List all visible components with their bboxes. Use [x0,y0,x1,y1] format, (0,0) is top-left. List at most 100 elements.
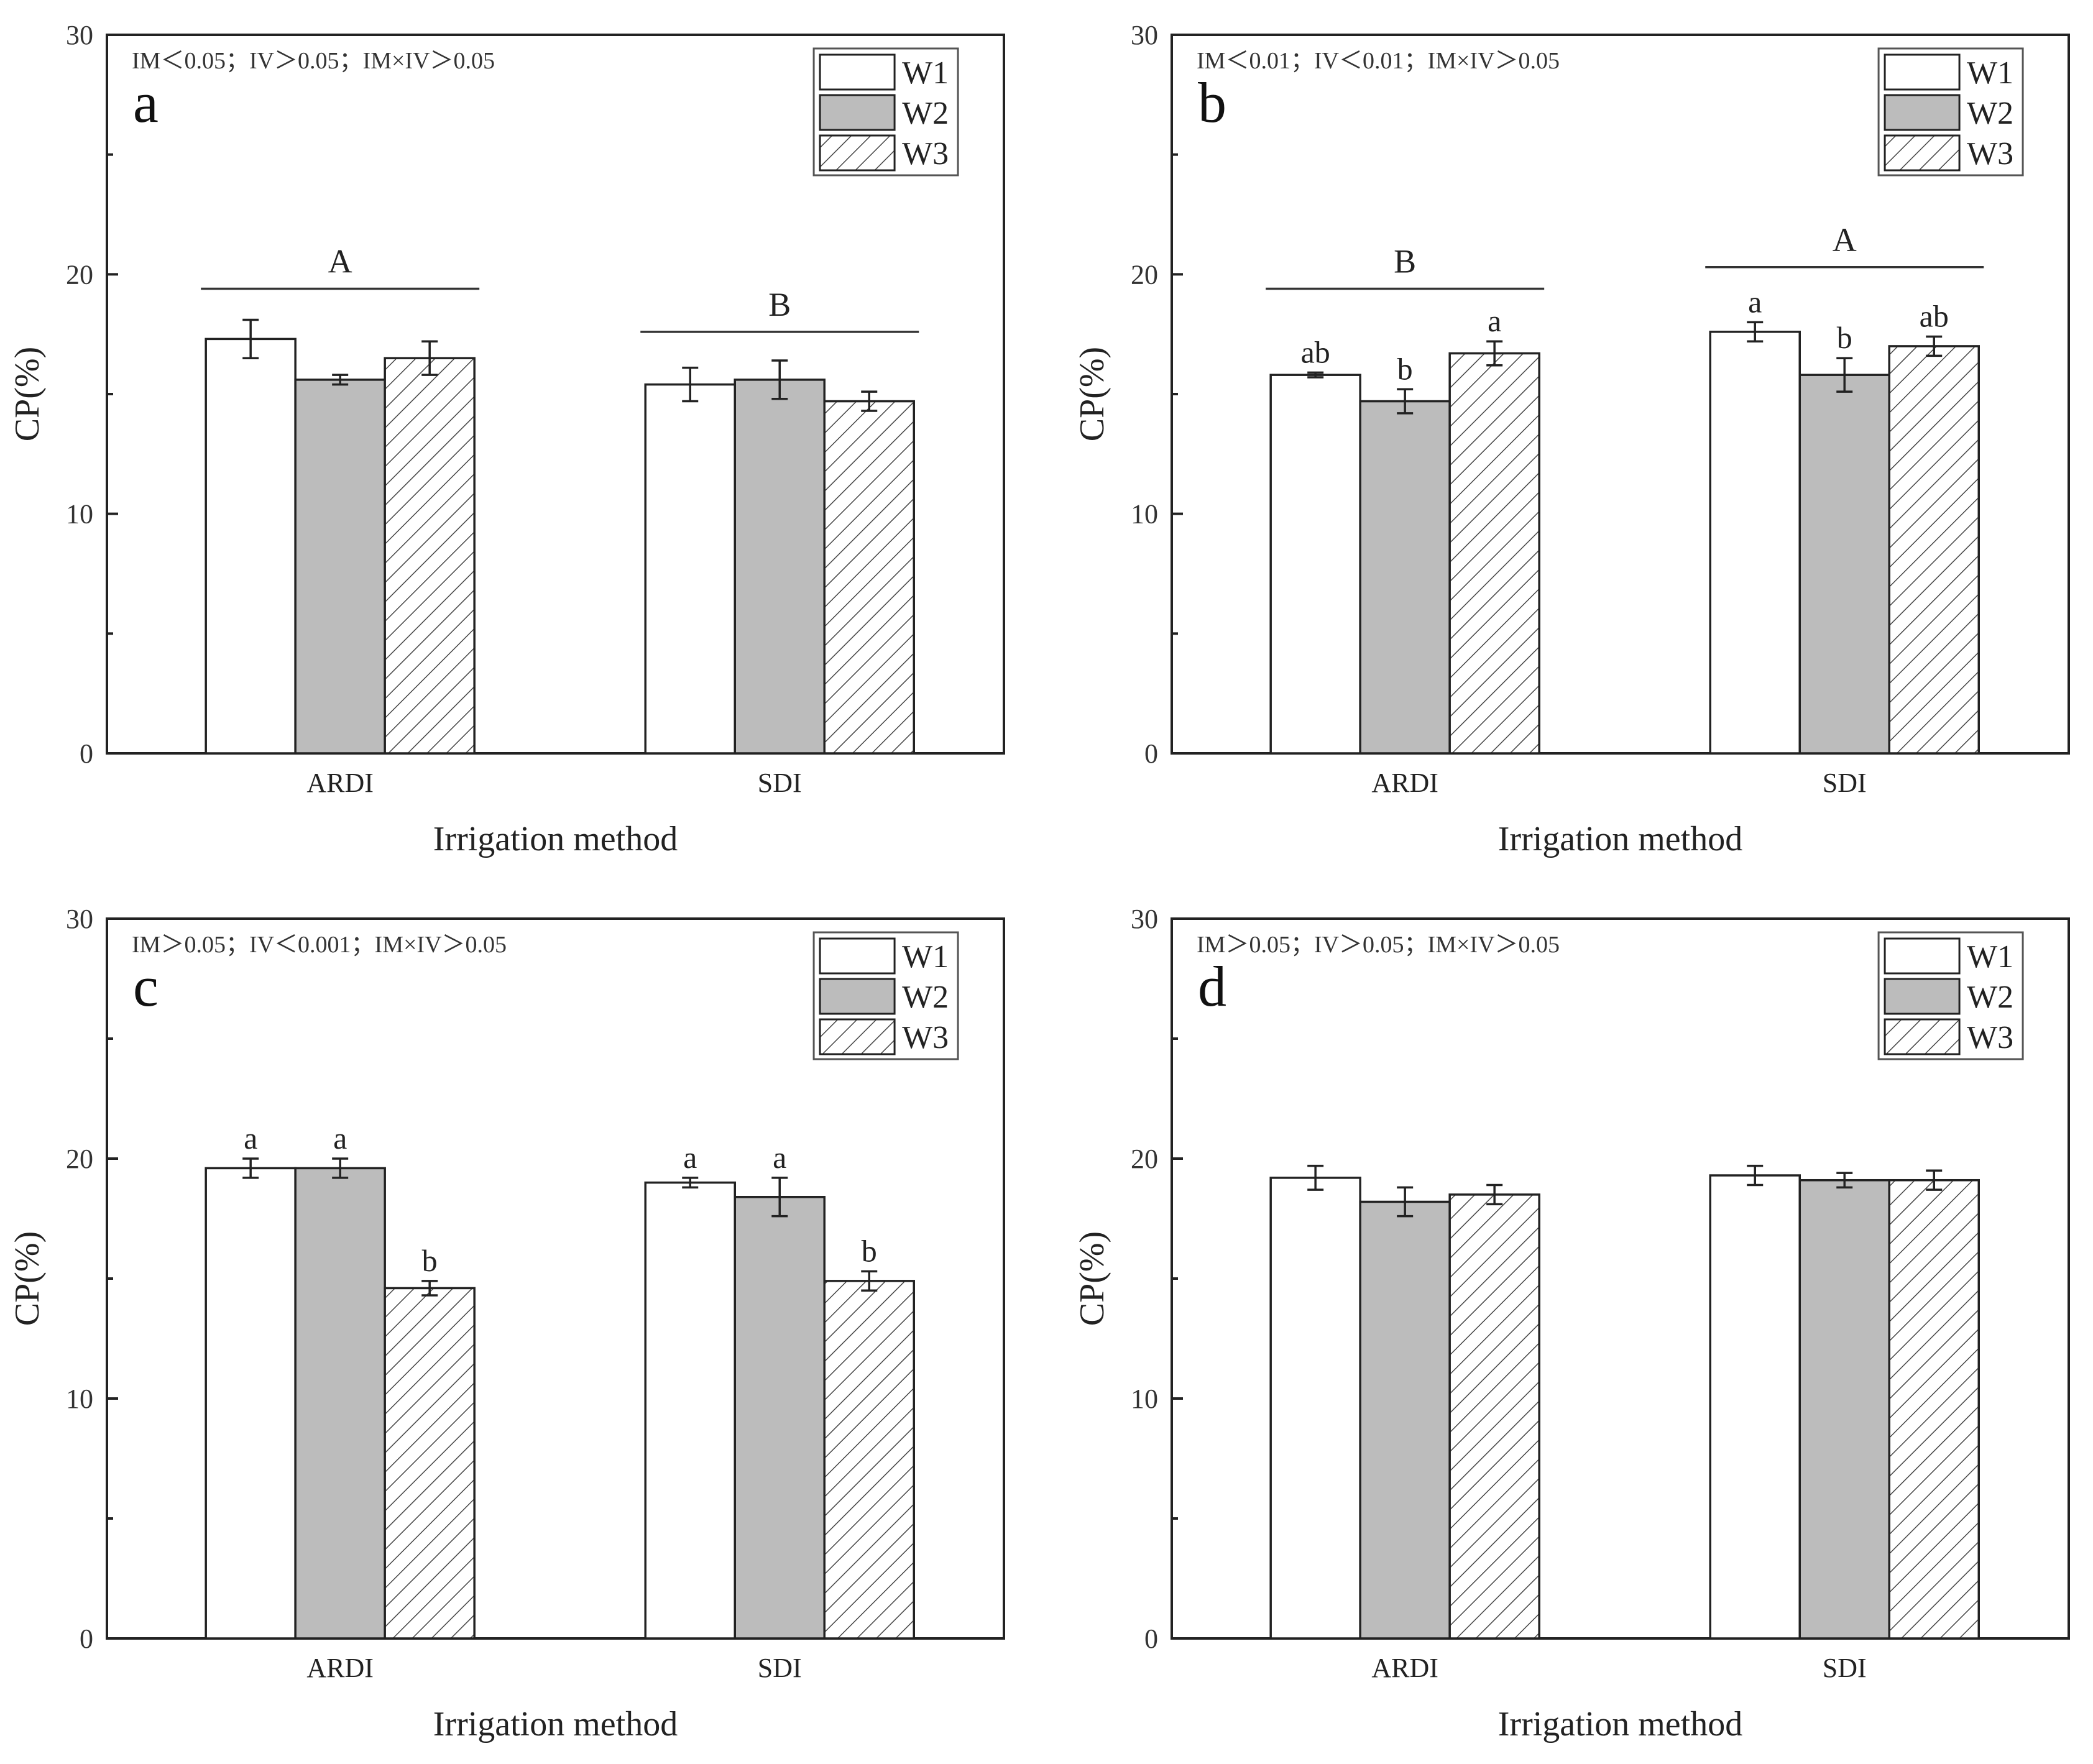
legend-swatch-w1 [819,53,896,91]
y-tick-label: 0 [1144,1624,1158,1654]
group-letter: B [1394,242,1416,280]
legend-label-w2: W2 [902,980,949,1015]
panel-label: a [133,71,159,134]
stats-text: IM＜0.05；IV＞0.05；IM×IV＞0.05 [132,48,495,74]
y-tick-label: 30 [66,904,93,934]
significance-letter: a [1488,303,1501,338]
bar-w2-sdi [1798,1178,1890,1640]
legend-label-w3: W3 [1967,1020,2013,1055]
chart-panel-a: 0 10 20 30 ARDI SDI A B IM＜0.05；IV＞0.05；IM×IV＞0.… [8,20,1005,858]
legend-label-w3: W3 [902,1020,949,1055]
legend-label-w2: W2 [902,96,949,131]
bar-w1-ardi [1269,1177,1361,1640]
y-tick-label: 0 [80,738,93,769]
significance-letter: b [1397,351,1413,386]
significance-letter: a [244,1121,257,1155]
significance-letter: b [422,1243,438,1278]
bar-w1-ardi [1269,374,1361,755]
bar-w1-ardi [205,338,297,755]
x-axis-title: Irrigation method [1498,1705,1742,1743]
y-tick-label: 20 [66,259,93,290]
bar-w2-sdi [734,379,826,755]
y-tick-label: 0 [1144,738,1158,769]
legend: W1 W2 W3 [812,931,959,1060]
legend-swatch-w2 [1884,978,1961,1015]
significance-letter: ab [1301,334,1330,369]
group-letter: A [1833,221,1857,259]
bar-w3-sdi [1888,1178,1980,1640]
group-letter: B [768,286,791,323]
legend: W1 W2 W3 [1877,931,2024,1060]
bar-w3-ardi [384,1287,476,1640]
significance-letter: a [1748,284,1762,319]
bar-w1-sdi [1709,1174,1801,1640]
legend-label-w2: W2 [1967,96,2013,131]
y-tick-label: 30 [66,20,93,50]
x-axis-title: Irrigation method [433,820,678,858]
bar-w1-ardi [205,1167,297,1640]
legend-label-w2: W2 [1967,980,2013,1015]
bar-w1-sdi [1709,331,1801,755]
bar-w2-sdi [734,1196,826,1640]
legend-label-w1: W1 [1967,55,2013,91]
panel-label: b [1198,71,1226,134]
y-tick-label: 10 [1131,499,1158,530]
chart-panel-c: 0 10 20 30 ARDI a a b SDI a a b IM＞0.05；IV＜0.001；IM×… [8,904,1005,1743]
x-tick-label: ARDI [306,1653,374,1683]
y-tick-label: 30 [1131,904,1158,934]
y-axis-title: CP(%) [8,347,47,441]
significance-letter: a [333,1121,347,1155]
chart-panel-d: 0 10 20 30 ARDI SDI IM＞0.05；IV＞0.05；IM×IV＞0.05… [1073,904,2070,1743]
stats-text: IM＞0.05；IV＞0.05；IM×IV＞0.05 [1197,932,1560,958]
legend-label-w3: W3 [1967,136,2013,172]
bar-w2-sdi [1798,374,1890,755]
significance-letter: b [862,1233,877,1268]
legend-swatch-w1 [1884,937,1961,975]
y-axis-title: CP(%) [8,1231,47,1326]
x-tick-label: SDI [1823,768,1867,798]
significance-letter: a [773,1140,786,1175]
x-tick-label: ARDI [306,768,374,798]
y-axis-title: CP(%) [1073,1231,1111,1326]
y-axis-title: CP(%) [1073,347,1111,441]
legend-swatch-w2 [1884,94,1961,131]
y-tick-label: 10 [66,499,93,530]
bar-w1-sdi [644,383,736,755]
bar-w2-ardi [1359,1200,1451,1640]
bar-w3-sdi [1888,345,1980,755]
significance-letter: a [683,1140,697,1175]
x-tick-label: ARDI [1371,1653,1438,1683]
x-tick-label: SDI [1823,1653,1867,1683]
y-tick-label: 20 [66,1144,93,1174]
stats-text: IM＜0.01；IV＜0.01；IM×IV＞0.05 [1197,48,1560,74]
x-tick-label: ARDI [1371,768,1438,798]
legend-swatch-w2 [819,94,896,131]
bar-w2-ardi [294,1167,386,1640]
bar-w3-ardi [384,357,476,755]
group-letter: A [328,242,352,280]
y-tick-label: 20 [1131,259,1158,290]
stats-text: IM＞0.05；IV＜0.001；IM×IV＞0.05 [132,932,507,958]
legend-label-w1: W1 [902,939,949,975]
panel-label: d [1198,955,1226,1018]
x-axis-title: Irrigation method [1498,820,1742,858]
legend: W1 W2 W3 [812,47,959,177]
y-tick-label: 20 [1131,1144,1158,1174]
legend-swatch-w2 [819,978,896,1015]
legend-swatch-w1 [1884,53,1961,91]
y-tick-label: 10 [66,1384,93,1414]
legend-label-w3: W3 [902,136,949,172]
legend-swatch-w3 [1884,1018,1961,1055]
legend-label-w1: W1 [902,55,949,91]
legend-label-w1: W1 [1967,939,2013,975]
bar-w2-ardi [1359,400,1451,755]
legend-swatch-w1 [819,937,896,975]
x-axis-title: Irrigation method [433,1705,678,1743]
significance-letter: b [1837,320,1852,355]
legend-swatch-w3 [819,134,896,172]
bar-w3-ardi [1448,352,1540,755]
bar-w3-sdi [823,400,915,755]
legend-swatch-w3 [1884,134,1961,172]
legend-swatch-w3 [819,1018,896,1055]
